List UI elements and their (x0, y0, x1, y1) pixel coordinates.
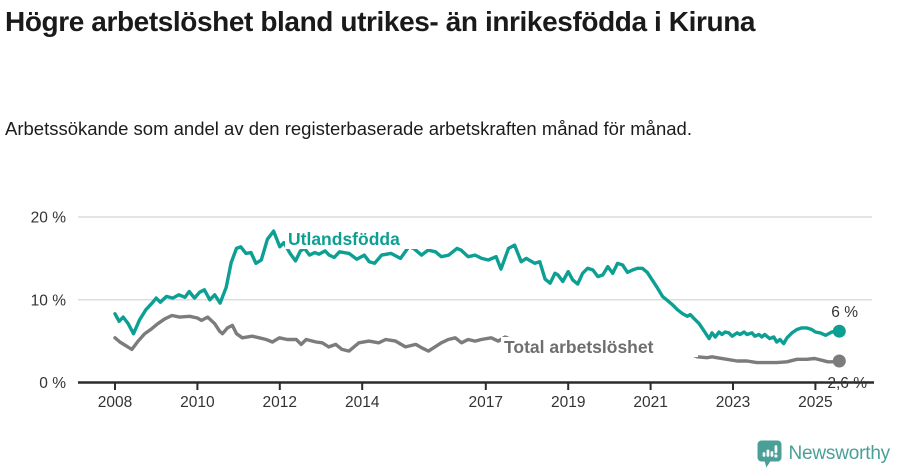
x-tick-label: 2008 (98, 394, 132, 411)
series-label-total: Total arbetslöshet (504, 337, 654, 357)
series-total-line (113, 313, 841, 365)
total-label-backdrop (501, 337, 698, 357)
x-tick-label: 2023 (716, 394, 750, 411)
utlandsfodda-label-backdrop (285, 229, 431, 249)
y-axis-labels: 0 % 10 % 20 % (31, 210, 67, 393)
total-end-dot (832, 354, 846, 368)
x-tick-label: 2010 (180, 394, 215, 411)
newsworthy-logo-icon (757, 440, 782, 468)
x-axis-ticks (114, 382, 817, 390)
x-tick-label: 2017 (469, 394, 503, 411)
x-tick-label: 2021 (633, 394, 667, 411)
x-axis-labels: 2008 2010 2012 2014 2017 2019 2021 2023 2025 (98, 394, 833, 411)
chart-subtitle: Arbetssökande som andel av den registerb… (5, 118, 692, 139)
y-tick-label: 0 % (39, 375, 66, 392)
series-utlandsfodda-line (113, 229, 841, 346)
y-tick-label: 20 % (31, 210, 67, 227)
utlandsfodda-end-dot (832, 324, 846, 338)
y-tick-label: 10 % (31, 292, 67, 309)
newsworthy-logo-text: Newsworthy (788, 443, 891, 464)
newsworthy-logo: Newsworthy (757, 440, 890, 468)
x-tick-label: 2014 (345, 394, 380, 411)
series-label-utlandsfodda: Utlandsfödda (288, 229, 400, 249)
x-tick-label: 2025 (798, 394, 832, 411)
x-tick-label: 2019 (551, 394, 585, 411)
total-end-label: 2,6 % (827, 375, 867, 392)
utlandsfodda-end-label: 6 % (831, 304, 858, 321)
chart-title: Högre arbetslöshet bland utrikes- än inr… (5, 6, 756, 37)
x-tick-label: 2012 (263, 394, 297, 411)
